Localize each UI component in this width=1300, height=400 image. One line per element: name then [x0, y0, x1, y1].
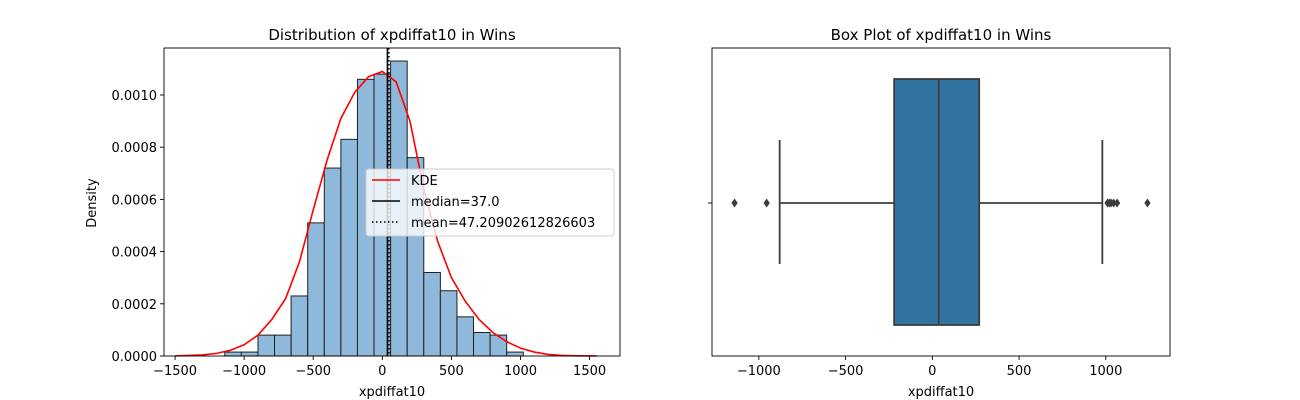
- boxplot-x-tick-label: −500: [828, 364, 864, 379]
- boxplot-plot-frame: [711, 47, 1171, 357]
- histogram-y-tick-label: 0.0008: [112, 141, 158, 156]
- boxplot-outlier: [1113, 198, 1121, 208]
- histogram-chart: Distribution of xpdiffat10 in Wins −1500…: [85, 26, 621, 400]
- histogram-x-tick-label: −1000: [222, 364, 266, 379]
- histogram-y-axis-label: Density: [85, 178, 100, 228]
- boxplot-x-axis-label: xpdiffat10: [908, 385, 974, 400]
- histogram-y-tick-label: 0.0004: [112, 246, 158, 261]
- legend-frame: [365, 168, 615, 237]
- histogram-x-tick-label: 500: [439, 364, 464, 379]
- boxplot-outlier: [763, 198, 770, 208]
- histogram-x-tick-label: −1500: [153, 364, 197, 379]
- legend-kde-label: KDE: [411, 174, 438, 189]
- boxplot-x-tick-label: 0: [928, 364, 936, 379]
- histogram-legend: KDE median=37.0 mean=47.20902612826603: [365, 168, 615, 237]
- histogram-plot-frame: [163, 47, 621, 357]
- boxplot-outlier: [1110, 198, 1117, 208]
- boxplot-chart: Box Plot of xpdiffat10 in Wins −1000 −500…: [708, 26, 1171, 400]
- histogram-bar: [240, 351, 259, 357]
- histogram-x-tick-label: 0: [378, 364, 386, 379]
- histogram-x-ticks: −1500 −1000 −500 0 500 1000 1500: [153, 356, 606, 379]
- boxplot-x-tick-label: 500: [1007, 364, 1032, 379]
- legend-median-label: median=37.0: [411, 195, 500, 210]
- boxplot-elements: [731, 78, 1151, 326]
- histogram-y-ticks: 0.0000 0.0002 0.0004 0.0006 0.0008 0.0010: [112, 89, 164, 365]
- histogram-bar: [506, 351, 524, 357]
- histogram-y-tick-label: 0.0010: [112, 89, 158, 104]
- histogram-title: Distribution of xpdiffat10 in Wins: [268, 26, 515, 44]
- histogram-bar: [323, 167, 342, 357]
- histogram-x-axis-label: xpdiffat10: [359, 385, 425, 400]
- histogram-bar: [489, 334, 508, 357]
- histogram-y-tick-label: 0.0000: [112, 350, 158, 365]
- histogram-x-tick-label: 1000: [504, 364, 537, 379]
- histogram-y-tick-label: 0.0006: [112, 193, 158, 208]
- histogram-bar: [423, 271, 441, 357]
- histogram-x-tick-label: −500: [295, 364, 331, 379]
- boxplot-title: Box Plot of xpdiffat10 in Wins: [831, 26, 1052, 44]
- histogram-bar: [290, 295, 309, 357]
- boxplot-x-tick-label: −1000: [737, 364, 781, 379]
- histogram-bar: [274, 334, 292, 357]
- histogram-bar: [257, 334, 276, 357]
- legend-mean-label: mean=47.20902612826603: [411, 216, 595, 231]
- histogram-y-tick-label: 0.0002: [112, 298, 158, 313]
- boxplot-box: [893, 78, 981, 326]
- histogram-x-tick-label: 1500: [573, 364, 606, 379]
- histogram-bar: [224, 351, 242, 357]
- histogram-bar: [439, 290, 458, 357]
- histogram-bar: [456, 316, 475, 357]
- boxplot-outlier: [1144, 198, 1151, 208]
- boxplot-outlier: [731, 198, 738, 208]
- histogram-bar: [473, 332, 491, 357]
- boxplot-x-ticks: −1000 −500 0 500 1000: [737, 356, 1122, 379]
- histogram-bar: [340, 138, 358, 357]
- boxplot-x-tick-label: 1000: [1089, 364, 1122, 379]
- histogram-bar: [307, 222, 325, 357]
